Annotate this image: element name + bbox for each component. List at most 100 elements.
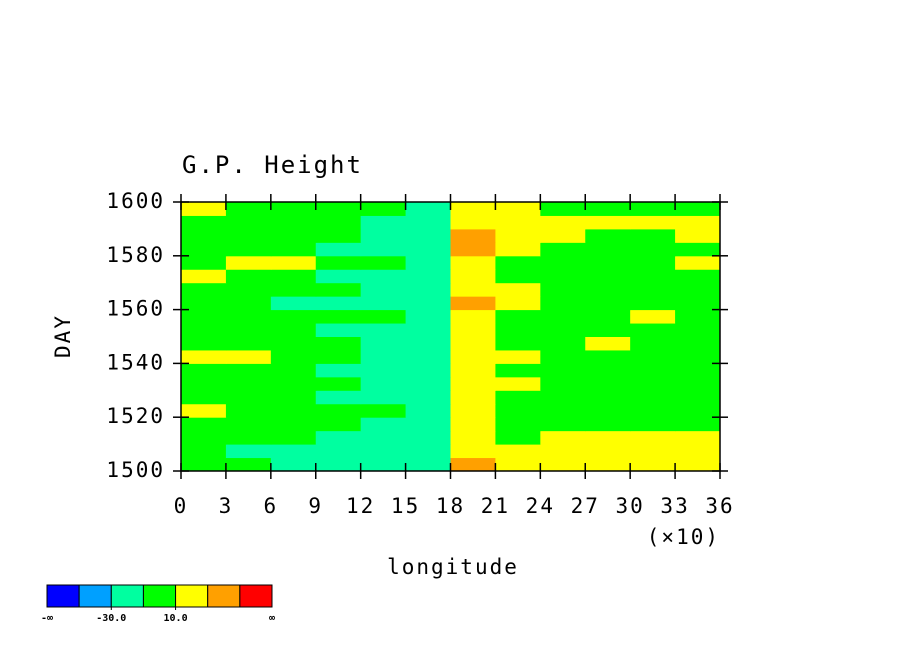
x-tick-label: 6 <box>264 494 279 518</box>
heat-cell <box>225 282 272 297</box>
heat-cell <box>181 309 227 324</box>
heat-cell <box>495 309 541 324</box>
heat-cell <box>630 255 676 270</box>
heat-cell <box>360 349 407 364</box>
heat-cell <box>585 376 631 391</box>
heat-cell <box>450 202 496 216</box>
heat-cell <box>450 228 496 243</box>
heat-cell <box>585 269 631 284</box>
heat-cell <box>181 430 227 445</box>
heat-cell <box>675 349 721 364</box>
heat-cell <box>181 228 227 243</box>
heat-cell <box>315 282 362 297</box>
heat-cell <box>270 282 317 297</box>
heat-cell <box>270 376 317 391</box>
heat-cell <box>405 403 451 418</box>
heat-cell <box>225 269 272 284</box>
heat-cell <box>630 215 676 230</box>
heat-cell <box>405 202 451 216</box>
heat-cell <box>405 430 451 445</box>
heat-cell <box>675 336 721 351</box>
heat-cell <box>315 255 362 270</box>
heat-cell <box>181 336 227 351</box>
heat-cell <box>675 390 721 405</box>
heat-cell <box>585 228 631 243</box>
heat-cell <box>495 282 541 297</box>
heat-cell <box>495 417 541 432</box>
heat-cell <box>270 417 317 432</box>
heat-cell <box>450 457 496 472</box>
heat-cell <box>225 417 272 432</box>
x-tick-label: 0 <box>174 494 189 518</box>
heat-cell <box>405 228 451 243</box>
heat-cell <box>540 336 586 351</box>
heat-cell <box>585 282 631 297</box>
heat-cell <box>630 242 676 257</box>
heat-cell <box>270 309 317 324</box>
heat-cell <box>540 242 586 257</box>
heat-cell <box>450 390 496 405</box>
heat-cell <box>540 349 586 364</box>
heat-cell <box>495 228 541 243</box>
heat-cell <box>360 457 407 472</box>
heat-cell <box>315 430 362 445</box>
heat-cell <box>450 242 496 257</box>
heat-cell <box>360 255 407 270</box>
heat-cell <box>181 255 227 270</box>
heat-cell <box>540 296 586 311</box>
heat-cell <box>585 323 631 337</box>
heat-cell <box>360 323 407 337</box>
heat-cell <box>315 309 362 324</box>
x-axis-label: longitude <box>387 555 519 579</box>
heat-cell <box>675 215 721 230</box>
heat-cell <box>675 202 721 216</box>
heat-cell <box>675 363 721 378</box>
heat-cell <box>630 376 676 391</box>
heat-cell <box>360 363 407 378</box>
heat-cell <box>585 457 631 472</box>
heat-cell <box>495 403 541 418</box>
chart-title: G.P. Height <box>182 151 363 179</box>
x-tick-label: 36 <box>705 494 734 518</box>
heat-cell <box>360 430 407 445</box>
heat-cell <box>225 242 272 257</box>
y-tick-label: 1560 <box>106 297 165 321</box>
heat-cell <box>675 323 721 337</box>
x-tick-label: 3 <box>219 494 234 518</box>
heat-cell <box>225 444 272 459</box>
heat-cell <box>675 282 721 297</box>
colorbar-swatch <box>175 584 209 608</box>
colorbar-swatch <box>110 584 144 608</box>
heat-cell <box>450 417 496 432</box>
heat-cell <box>225 255 272 270</box>
heat-cell <box>181 390 227 405</box>
heat-cell <box>315 390 362 405</box>
heat-cell <box>540 282 586 297</box>
heat-cell <box>225 336 272 351</box>
heat-cell <box>315 363 362 378</box>
heat-cell <box>405 444 451 459</box>
heat-cell <box>675 403 721 418</box>
heat-cell <box>540 403 586 418</box>
heat-cell <box>630 336 676 351</box>
heat-cell <box>540 417 586 432</box>
heat-cell <box>360 269 407 284</box>
heat-cell <box>270 215 317 230</box>
heat-cell <box>585 255 631 270</box>
heat-cell <box>315 323 362 337</box>
x-tick-label: 24 <box>526 494 555 518</box>
heat-cell <box>495 363 541 378</box>
axes: 0 3 6 9 12 15 18 21 24 27 30 33 36150015201540156015… <box>106 189 734 518</box>
colorbar-min-label: -∞ <box>41 613 53 624</box>
x-tick-label: 33 <box>660 494 689 518</box>
heat-cell <box>675 269 721 284</box>
heat-cell <box>405 215 451 230</box>
heat-cell <box>315 269 362 284</box>
heat-cell <box>540 228 586 243</box>
heat-cell <box>225 457 272 472</box>
heat-cell <box>181 296 227 311</box>
heat-cell <box>225 323 272 337</box>
heat-cell <box>540 444 586 459</box>
heat-cell <box>585 296 631 311</box>
heat-cell <box>495 202 541 216</box>
